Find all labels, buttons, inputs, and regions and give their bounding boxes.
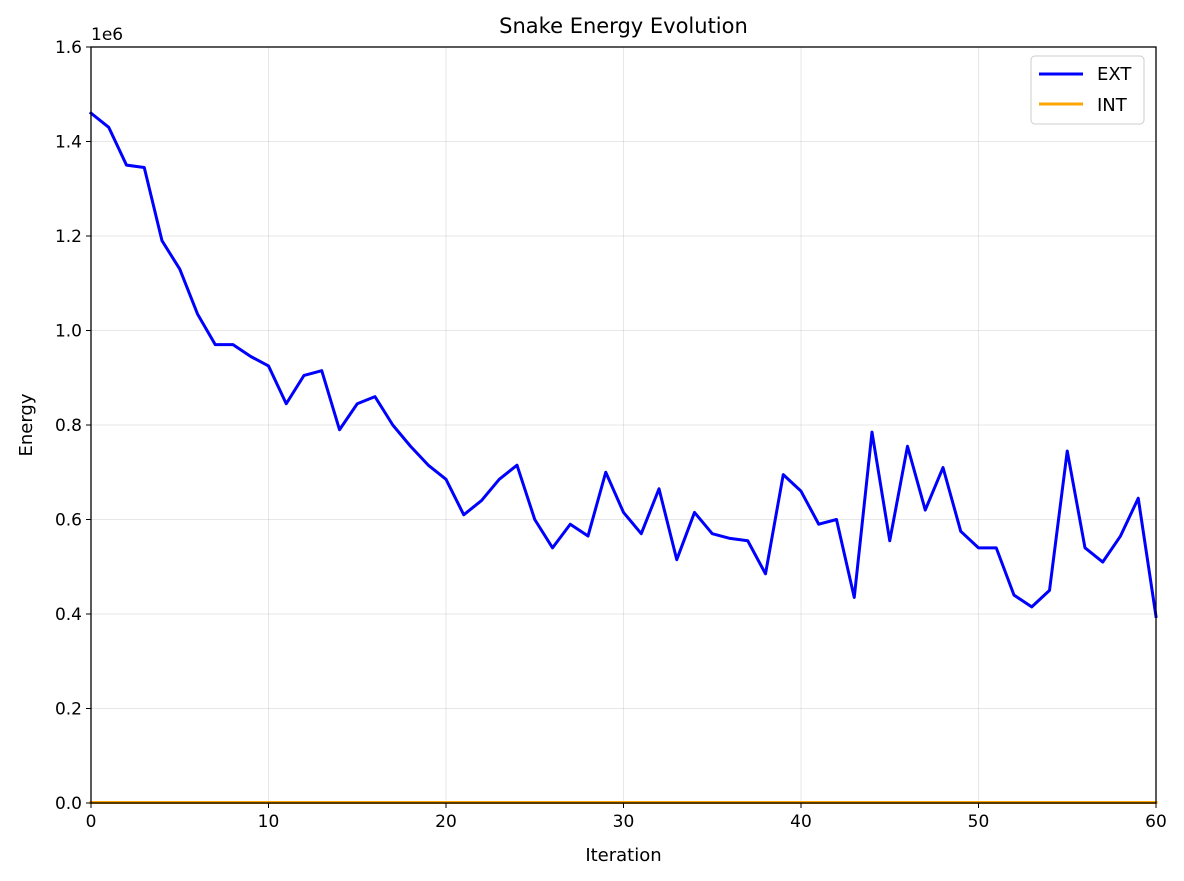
y-tick-label: 1.2: [55, 227, 82, 247]
x-tick-label: 0: [86, 812, 97, 832]
x-tick-label: 60: [1145, 812, 1167, 832]
chart-title: Snake Energy Evolution: [499, 14, 748, 38]
y-tick-label: 0.2: [55, 700, 82, 720]
x-tick-label: 20: [435, 812, 457, 832]
x-axis-label: Iteration: [585, 845, 661, 866]
x-tick-label: 50: [968, 812, 990, 832]
y-tick-label: 0.4: [55, 605, 82, 625]
y-tick-label: 1.6: [55, 38, 82, 58]
x-tick-label: 30: [613, 812, 635, 832]
y-axis-label: Energy: [16, 393, 37, 456]
x-tick-label: 40: [790, 812, 812, 832]
legend: EXT INT: [1030, 55, 1145, 125]
legend-label-ext: EXT: [1097, 64, 1132, 85]
axis-ticks: 0 10 20 30 40 50 60 0.0 0.2 0.4 0.6 0.8 1.0 1.2 1.4 1.6: [55, 38, 1167, 832]
x-tick-label: 10: [258, 812, 280, 832]
y-tick-label: 0.0: [55, 794, 82, 814]
y-tick-label: 1.0: [55, 322, 82, 342]
y-tick-label: 0.8: [55, 416, 82, 436]
series-line-ext: [88, 111, 1158, 619]
y-scale-label: 1e6: [91, 25, 123, 45]
y-tick-label: 0.6: [55, 511, 82, 531]
grid: [90, 46, 1157, 804]
legend-label-int: INT: [1097, 95, 1128, 116]
y-tick-label: 1.4: [55, 133, 82, 153]
